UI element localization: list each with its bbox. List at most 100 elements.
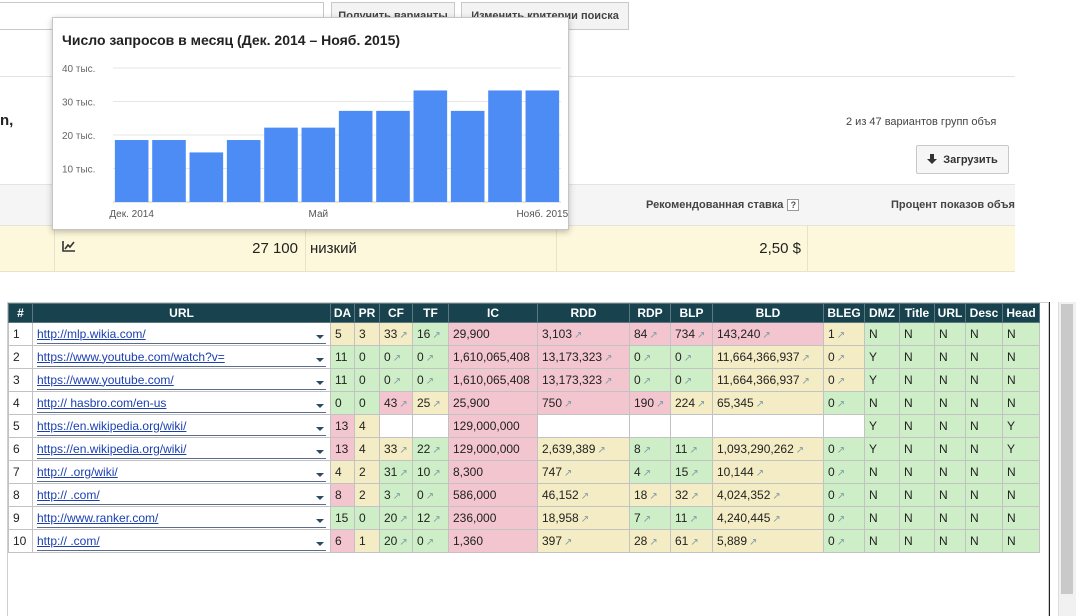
external-link-icon[interactable]: ↗ bbox=[749, 537, 758, 548]
url-select[interactable]: http:// .org/wiki/ bbox=[37, 462, 326, 482]
external-link-icon[interactable]: ↗ bbox=[425, 491, 435, 502]
external-link-icon[interactable]: ↗ bbox=[399, 514, 408, 525]
external-link-icon[interactable]: ↗ bbox=[836, 514, 846, 525]
external-link-icon[interactable]: ↗ bbox=[642, 468, 652, 479]
column-header[interactable]: DA bbox=[330, 303, 355, 323]
url-link[interactable]: https://www.youtube.com/ bbox=[37, 372, 174, 387]
external-link-icon[interactable]: ↗ bbox=[432, 445, 441, 456]
external-link-icon[interactable]: ↗ bbox=[425, 537, 435, 548]
external-link-icon[interactable]: ↗ bbox=[574, 330, 583, 341]
external-link-icon[interactable]: ↗ bbox=[564, 468, 573, 479]
column-header[interactable]: IC bbox=[448, 303, 538, 323]
url-link[interactable]: http:// hasbro.com/en-us bbox=[37, 395, 167, 410]
column-header[interactable]: URL bbox=[32, 303, 331, 323]
url-link[interactable]: https://en.wikipedia.org/wiki/ bbox=[37, 441, 187, 456]
column-header[interactable]: CF bbox=[379, 303, 413, 323]
external-link-icon[interactable]: ↗ bbox=[392, 353, 402, 364]
external-link-icon[interactable]: ↗ bbox=[772, 491, 781, 502]
external-link-icon[interactable]: ↗ bbox=[836, 376, 846, 387]
external-link-icon[interactable]: ↗ bbox=[755, 468, 765, 479]
external-link-icon[interactable]: ↗ bbox=[642, 353, 652, 364]
dropdown-arrow-icon[interactable] bbox=[316, 357, 324, 362]
column-header[interactable]: # bbox=[8, 303, 33, 323]
external-link-icon[interactable]: ↗ bbox=[604, 376, 613, 387]
external-link-icon[interactable]: ↗ bbox=[432, 514, 441, 525]
external-link-icon[interactable]: ↗ bbox=[836, 468, 846, 479]
external-link-icon[interactable]: ↗ bbox=[772, 514, 781, 525]
external-link-icon[interactable]: ↗ bbox=[392, 376, 402, 387]
external-link-icon[interactable]: ↗ bbox=[399, 445, 408, 456]
external-link-icon[interactable]: ↗ bbox=[683, 376, 693, 387]
column-header[interactable]: Title bbox=[899, 303, 935, 323]
external-link-icon[interactable]: ↗ bbox=[649, 330, 658, 341]
url-select[interactable]: http:// .com/ bbox=[37, 531, 326, 551]
column-header[interactable]: RDP bbox=[629, 303, 671, 323]
url-select[interactable]: https://www.youtube.com/ bbox=[37, 370, 326, 390]
external-link-icon[interactable]: ↗ bbox=[836, 353, 846, 364]
url-link[interactable]: http:// .com/ bbox=[37, 533, 100, 548]
external-link-icon[interactable]: ↗ bbox=[795, 445, 805, 456]
url-select[interactable]: http://www.ranker.com/ bbox=[37, 508, 326, 528]
external-link-icon[interactable]: ↗ bbox=[399, 330, 408, 341]
external-link-icon[interactable]: ↗ bbox=[689, 514, 698, 525]
column-header[interactable]: BLEG bbox=[823, 303, 865, 323]
url-link[interactable]: http:// .com/ bbox=[37, 487, 100, 502]
column-header-impressions[interactable]: Процент показов объя bbox=[891, 199, 1015, 211]
external-link-icon[interactable]: ↗ bbox=[399, 537, 408, 548]
url-select[interactable]: http:// .com/ bbox=[37, 485, 326, 505]
external-link-icon[interactable]: ↗ bbox=[801, 353, 810, 364]
external-link-icon[interactable]: ↗ bbox=[432, 330, 441, 341]
url-link[interactable]: https://en.wikipedia.org/wiki/ bbox=[37, 418, 187, 433]
external-link-icon[interactable]: ↗ bbox=[399, 468, 408, 479]
column-header[interactable]: Head bbox=[1002, 303, 1040, 323]
url-select[interactable]: http:// hasbro.com/en-us bbox=[37, 393, 326, 413]
external-link-icon[interactable]: ↗ bbox=[425, 376, 435, 387]
external-link-icon[interactable]: ↗ bbox=[425, 353, 435, 364]
external-link-icon[interactable]: ↗ bbox=[580, 491, 590, 502]
column-header[interactable]: BLD bbox=[712, 303, 824, 323]
external-link-icon[interactable]: ↗ bbox=[683, 353, 693, 364]
external-link-icon[interactable]: ↗ bbox=[689, 445, 698, 456]
external-link-icon[interactable]: ↗ bbox=[836, 399, 846, 410]
external-link-icon[interactable]: ↗ bbox=[697, 330, 706, 341]
column-header[interactable]: TF bbox=[412, 303, 449, 323]
external-link-icon[interactable]: ↗ bbox=[697, 399, 706, 410]
external-link-icon[interactable]: ↗ bbox=[836, 537, 846, 548]
dropdown-arrow-icon[interactable] bbox=[316, 472, 324, 477]
url-select[interactable]: https://en.wikipedia.org/wiki/ bbox=[37, 439, 326, 459]
url-link[interactable]: http://www.ranker.com/ bbox=[37, 510, 159, 525]
external-link-icon[interactable]: ↗ bbox=[690, 468, 699, 479]
column-header-rate[interactable]: Рекомендованная ставка ? bbox=[646, 199, 800, 211]
dropdown-arrow-icon[interactable] bbox=[316, 334, 324, 339]
external-link-icon[interactable]: ↗ bbox=[836, 330, 846, 341]
url-link[interactable]: http:// .org/wiki/ bbox=[37, 464, 118, 479]
dropdown-arrow-icon[interactable] bbox=[316, 380, 324, 385]
external-link-icon[interactable]: ↗ bbox=[564, 399, 573, 410]
dropdown-arrow-icon[interactable] bbox=[316, 518, 324, 523]
external-link-icon[interactable]: ↗ bbox=[801, 376, 810, 387]
trend-chart-icon[interactable] bbox=[62, 240, 76, 252]
column-header[interactable]: Desc bbox=[965, 303, 1003, 323]
dropdown-arrow-icon[interactable] bbox=[316, 495, 324, 500]
external-link-icon[interactable]: ↗ bbox=[642, 376, 652, 387]
external-link-icon[interactable]: ↗ bbox=[604, 353, 613, 364]
url-link[interactable]: https://www.youtube.com/watch?v= bbox=[37, 349, 225, 364]
external-link-icon[interactable]: ↗ bbox=[432, 468, 441, 479]
external-link-icon[interactable]: ↗ bbox=[836, 445, 846, 456]
url-select[interactable]: https://www.youtube.com/watch?v= bbox=[37, 347, 326, 367]
external-link-icon[interactable]: ↗ bbox=[432, 399, 441, 410]
external-link-icon[interactable]: ↗ bbox=[597, 445, 606, 456]
external-link-icon[interactable]: ↗ bbox=[580, 514, 590, 525]
external-link-icon[interactable]: ↗ bbox=[642, 445, 652, 456]
dropdown-arrow-icon[interactable] bbox=[316, 426, 324, 431]
column-header[interactable]: RDD bbox=[537, 303, 630, 323]
external-link-icon[interactable]: ↗ bbox=[690, 491, 699, 502]
scrollbar-thumb[interactable] bbox=[1061, 304, 1073, 594]
external-link-icon[interactable]: ↗ bbox=[649, 491, 658, 502]
external-link-icon[interactable]: ↗ bbox=[564, 537, 573, 548]
url-select[interactable]: https://en.wikipedia.org/wiki/ bbox=[37, 416, 326, 436]
download-button[interactable]: Загрузить bbox=[916, 145, 1009, 174]
dropdown-arrow-icon[interactable] bbox=[316, 403, 324, 408]
dropdown-arrow-icon[interactable] bbox=[316, 541, 324, 546]
help-icon[interactable]: ? bbox=[787, 199, 800, 211]
